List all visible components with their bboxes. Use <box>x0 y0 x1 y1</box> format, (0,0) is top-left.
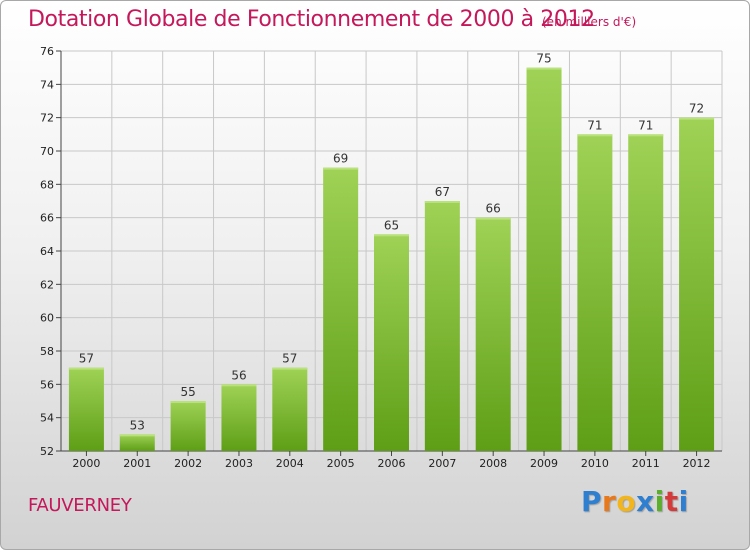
proxiti-letter: x <box>636 485 655 518</box>
bar-highlight <box>68 367 104 370</box>
proxiti-letter: i <box>678 485 689 518</box>
bar <box>68 367 104 451</box>
bar-value-label: 65 <box>384 218 399 232</box>
y-tick-label: 74 <box>40 78 54 91</box>
bar-value-label: 66 <box>486 202 501 216</box>
bar-value-label: 69 <box>333 152 348 166</box>
bar-value-label: 53 <box>130 418 145 432</box>
bar <box>170 401 206 451</box>
bar <box>475 217 511 451</box>
bar <box>221 384 257 451</box>
y-tick-label: 54 <box>40 412 54 425</box>
bar-value-label: 71 <box>638 118 653 132</box>
proxiti-letter: t <box>664 485 679 518</box>
y-tick-label: 72 <box>40 112 54 125</box>
y-tick-label: 60 <box>40 312 54 325</box>
y-tick-label: 68 <box>40 178 54 191</box>
bar-value-label: 75 <box>536 52 551 66</box>
bar-value-label: 55 <box>180 385 195 399</box>
x-tick-label: 2010 <box>581 457 609 470</box>
proxiti-letter: o <box>616 485 637 518</box>
bar <box>374 234 409 451</box>
chart-unit: (en milliers d'€) <box>542 15 637 29</box>
bar-highlight <box>221 384 257 387</box>
bar-highlight <box>424 201 460 203</box>
bar-highlight <box>323 167 359 170</box>
proxiti-letter: P <box>581 485 603 518</box>
x-tick-label: 2001 <box>123 457 151 470</box>
bar-highlight <box>475 217 511 220</box>
x-tick-label: 2008 <box>479 457 507 470</box>
proxiti-letter: r <box>602 485 617 518</box>
bar <box>679 117 715 452</box>
x-tick-label: 2004 <box>276 457 304 470</box>
bar <box>272 367 308 451</box>
y-tick-label: 58 <box>40 345 54 358</box>
y-tick-label: 70 <box>40 145 54 158</box>
bar-highlight <box>272 367 308 370</box>
bar-value-label: 71 <box>587 118 602 132</box>
bar <box>323 167 359 451</box>
bar <box>526 67 562 452</box>
y-tick-label: 76 <box>40 45 54 58</box>
y-tick-label: 66 <box>40 212 54 225</box>
bar-value-label: 67 <box>435 185 450 199</box>
x-tick-label: 2007 <box>428 457 456 470</box>
bar-value-label: 72 <box>689 102 704 116</box>
x-tick-label: 2011 <box>632 457 660 470</box>
bar-highlight <box>628 134 664 137</box>
x-tick-label: 2002 <box>174 457 202 470</box>
bar <box>424 201 460 451</box>
commune-name: FAUVERNEY <box>28 495 132 516</box>
y-tick-label: 52 <box>40 445 54 458</box>
bar <box>577 134 613 452</box>
bars <box>68 67 715 452</box>
bar <box>628 134 664 452</box>
bar-value-label: 57 <box>282 352 297 366</box>
bar-highlight <box>679 117 715 120</box>
x-tick-label: 2005 <box>327 457 355 470</box>
x-tick-label: 2012 <box>683 457 711 470</box>
bar-highlight <box>170 401 206 403</box>
chart-title: Dotation Globale de Fonctionnement de 20… <box>28 7 595 32</box>
y-tick-label: 62 <box>40 278 54 291</box>
x-tick-label: 2003 <box>225 457 253 470</box>
proxiti-logo[interactable]: Proxiti <box>581 485 689 518</box>
bar-value-label: 57 <box>79 352 94 366</box>
x-tick-label: 2009 <box>530 457 558 470</box>
bar-highlight <box>577 134 613 137</box>
bar-highlight <box>119 434 155 437</box>
y-tick-label: 64 <box>40 245 54 258</box>
bar-value-label: 56 <box>231 368 246 382</box>
value-labels: 57 53 55 56 57 69 65 67 66 75 71 71 72 <box>79 52 704 433</box>
bar <box>119 434 155 451</box>
proxiti-letter: i <box>654 485 665 518</box>
bar-highlight <box>374 234 409 237</box>
x-tick-label: 2000 <box>72 457 100 470</box>
y-tick-label: 56 <box>40 378 54 391</box>
bar-highlight <box>526 67 562 70</box>
x-tick-label: 2006 <box>378 457 406 470</box>
